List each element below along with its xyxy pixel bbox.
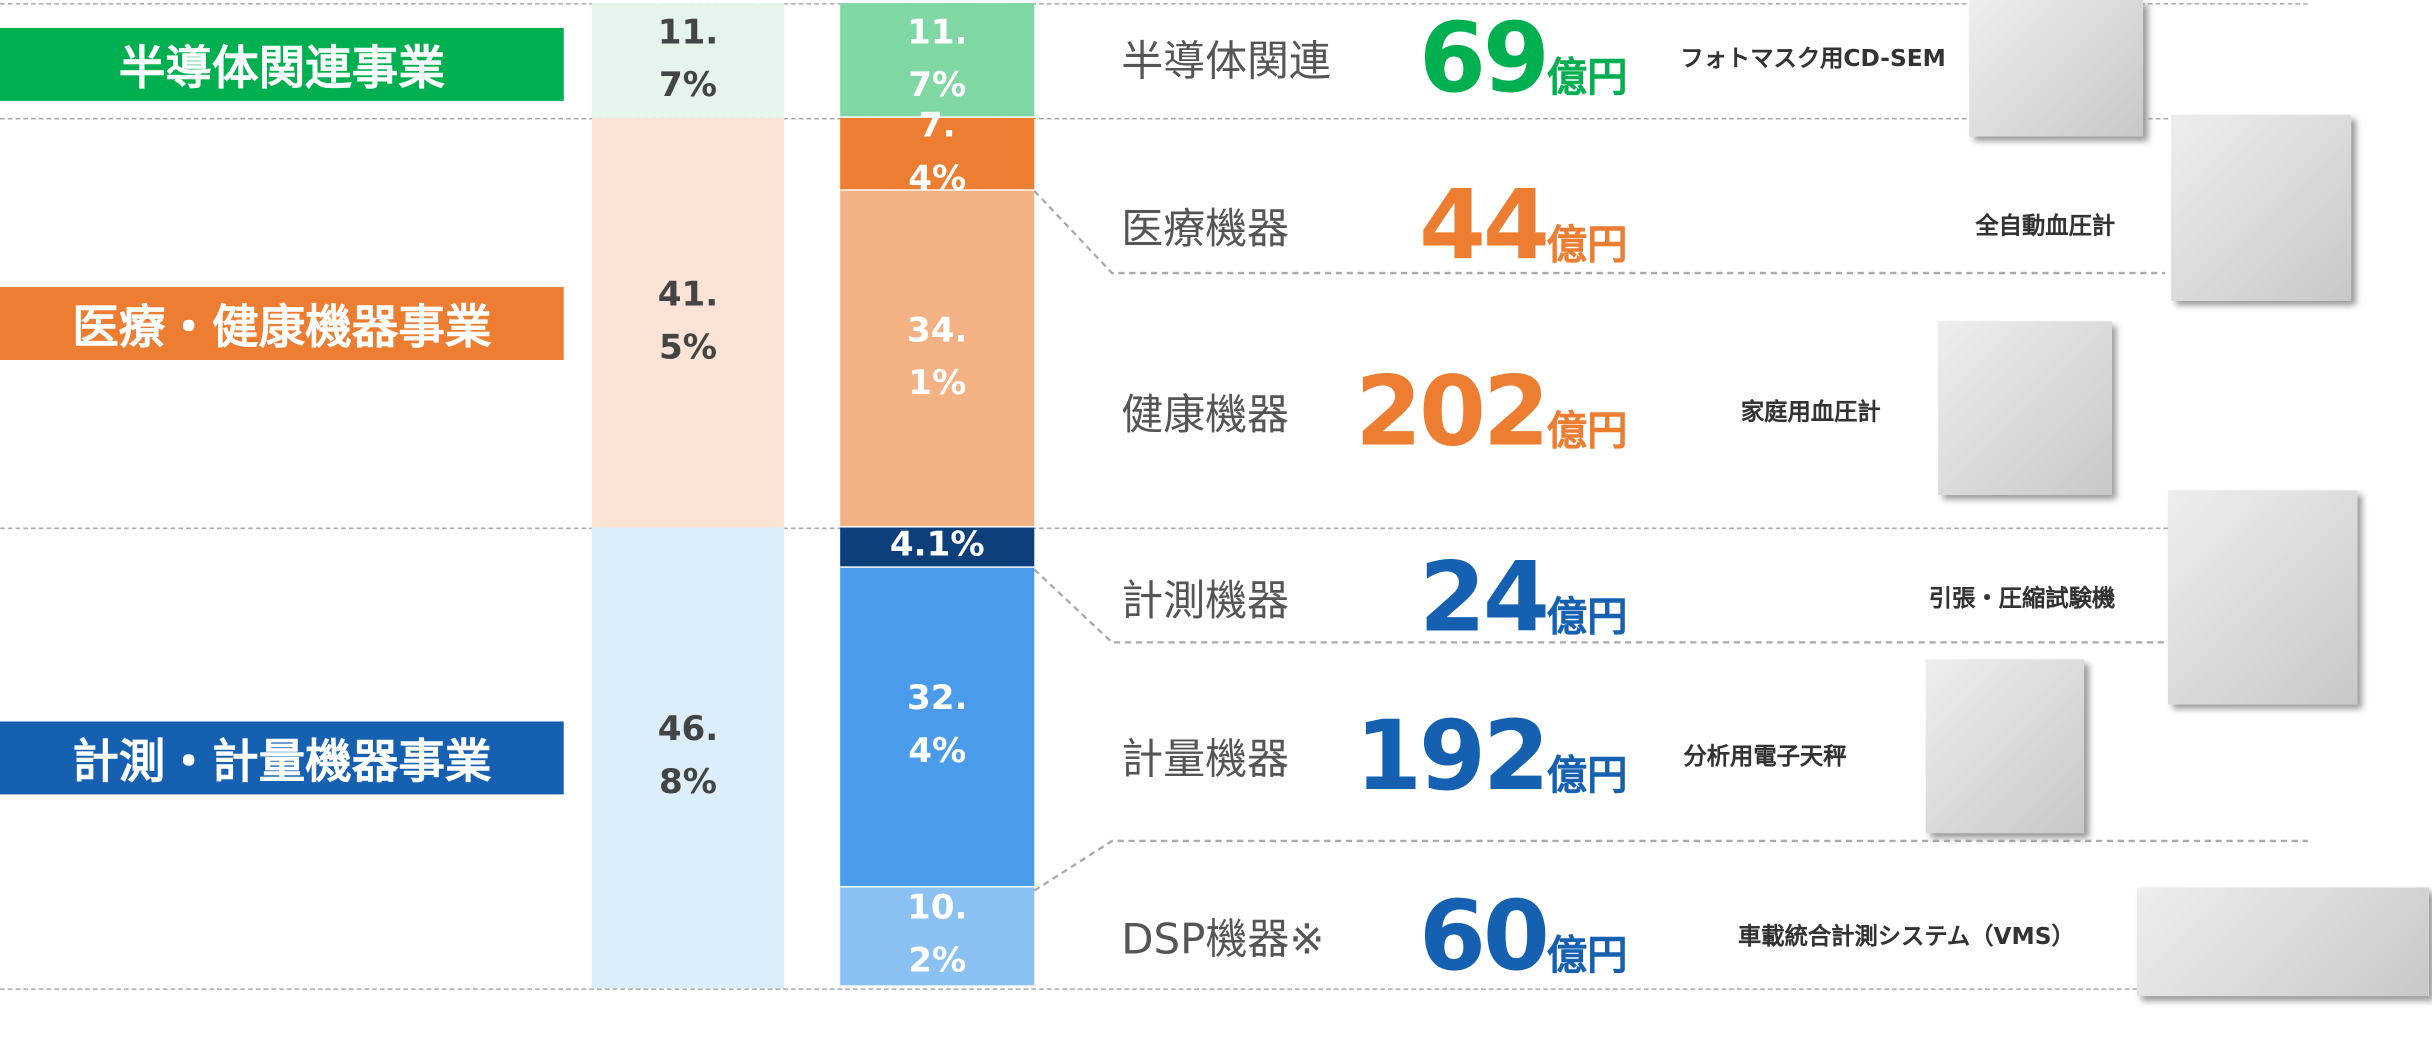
product-photo xyxy=(1925,659,2085,834)
product-bar: 10.2% xyxy=(840,886,1035,988)
product-name: 医療機器 xyxy=(1121,205,1289,254)
percent-label: 11.7% xyxy=(906,13,968,105)
percent-label: 4.1% xyxy=(889,526,985,566)
percent-label: 11.7% xyxy=(657,14,719,106)
segment-label: 計測・計量機器事業 xyxy=(0,721,564,795)
percent-label: 46.8% xyxy=(657,711,719,803)
sales-amount: 69億円 xyxy=(1419,1,1628,114)
sales-number: 69 xyxy=(1418,0,1550,115)
product-caption: 車載統合計測システム（VMS） xyxy=(1737,922,2075,951)
sales-number: 44 xyxy=(1418,168,1550,282)
unit: 億円 xyxy=(1546,753,1628,800)
percent-label: 10.2% xyxy=(906,889,968,982)
product-caption: フォトマスク用CD-SEM xyxy=(1680,44,1946,73)
sales-number: 192 xyxy=(1355,698,1550,813)
sales-number: 24 xyxy=(1418,540,1550,654)
sales-amount: 192億円 xyxy=(1355,699,1627,812)
product-bar: 32.4% xyxy=(840,567,1035,887)
connector xyxy=(1033,190,2165,275)
connector xyxy=(1033,839,2308,892)
percent-label: 34.1% xyxy=(906,311,968,404)
product-bar: 34.1% xyxy=(840,191,1035,528)
product-name: DSP機器※ xyxy=(1121,916,1325,965)
product-name: 健康機器 xyxy=(1121,391,1289,440)
product-bar: 7.4% xyxy=(840,107,1035,199)
unit: 億円 xyxy=(1546,933,1628,980)
product-caption: 引張・圧縮試験機 xyxy=(1928,584,2116,613)
product-name: 半導体関連 xyxy=(1121,38,1331,87)
product-photo xyxy=(2171,114,2352,302)
sales-amount: 24億円 xyxy=(1419,541,1628,654)
product-caption: 分析用電子天秤 xyxy=(1683,742,1847,771)
percent-label: 32.4% xyxy=(906,679,968,772)
unit: 億円 xyxy=(1546,408,1628,456)
divider xyxy=(0,118,2308,120)
product-photo xyxy=(2136,887,2429,997)
divider xyxy=(0,3,2308,5)
product-bar: 11.7% xyxy=(840,3,1035,119)
sales-amount: 44億円 xyxy=(1419,168,1628,281)
divider xyxy=(0,527,2308,529)
segment-bar: 11.7% xyxy=(591,3,785,119)
sales-number: 202 xyxy=(1355,354,1550,468)
unit: 億円 xyxy=(1546,55,1628,102)
unit: 億円 xyxy=(1546,222,1628,270)
product-photo xyxy=(1938,321,2113,495)
product-photo xyxy=(1969,0,2144,137)
unit: 億円 xyxy=(1546,595,1628,642)
product-name: 計測機器 xyxy=(1121,577,1289,627)
segment-bar: 41.5% xyxy=(591,118,785,528)
sales-number: 60 xyxy=(1418,878,1550,993)
sales-amount: 60億円 xyxy=(1419,879,1628,992)
product-name: 計量機器 xyxy=(1121,736,1289,785)
product-bar: 4.1% xyxy=(840,527,1035,568)
product-caption: 家庭用血圧計 xyxy=(1740,397,1881,426)
divider xyxy=(0,988,2308,990)
segment-bar: 46.8% xyxy=(591,527,785,989)
product-photo xyxy=(2167,490,2358,705)
segment-label: 半導体関連事業 xyxy=(0,27,564,101)
percent-label: 41.5% xyxy=(657,276,719,368)
segment-label: 医療・健康機器事業 xyxy=(0,286,564,360)
product-caption: 全自動血圧計 xyxy=(1975,211,2116,240)
connector xyxy=(1033,568,2165,644)
sales-amount: 202億円 xyxy=(1355,355,1627,468)
